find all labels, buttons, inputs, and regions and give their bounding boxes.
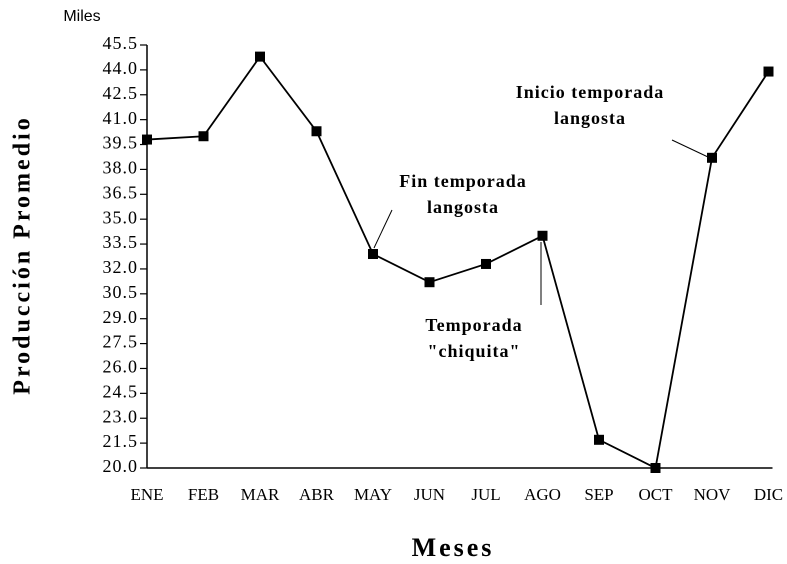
y-tick-label: 29.0 (103, 307, 139, 327)
y-tick-label: 30.5 (103, 282, 139, 302)
annotation-leader (373, 209, 393, 249)
data-marker (537, 230, 548, 241)
y-axis-label: Producción Promedio (10, 115, 36, 394)
data-marker (650, 463, 661, 473)
data-marker (481, 258, 491, 269)
annotation: Fin temporada (399, 171, 527, 191)
y-tick-label: 36.5 (103, 182, 139, 202)
data-marker (707, 152, 717, 163)
x-tick-label: AGO (524, 485, 561, 504)
annotation: "chiquita" (427, 341, 520, 361)
y-tick-label: 24.5 (103, 381, 139, 401)
annotation: langosta (427, 197, 499, 217)
x-tick-label: NOV (694, 485, 732, 504)
y-unit: Miles (63, 8, 100, 25)
x-tick-label: JUL (471, 485, 500, 504)
data-marker (424, 277, 435, 288)
data-line (146, 55, 770, 470)
y-tick-label: 42.5 (103, 83, 139, 103)
annotation: Inicio temporada (516, 82, 665, 102)
y-tick-label: 26.0 (103, 357, 139, 377)
y-tick-label: 23.0 (103, 406, 139, 426)
data-marker (142, 134, 152, 145)
y-tick-label: 45.5 (103, 33, 139, 53)
x-tick-label: OCT (639, 485, 674, 504)
data-marker (198, 131, 209, 142)
data-marker (594, 434, 604, 445)
y-tick-label: 44.0 (103, 58, 139, 78)
data-marker (368, 249, 378, 260)
x-tick-label: MAY (354, 485, 392, 504)
y-tick-label: 41.0 (103, 108, 139, 128)
y-tick-label: 35.0 (103, 207, 139, 227)
y-tick-label: 27.5 (103, 332, 139, 352)
y-tick-label: 39.5 (103, 133, 139, 153)
annotation-leader (671, 139, 709, 158)
x-axis-label: Meses (412, 533, 495, 562)
x-tick-label: JUN (414, 485, 445, 504)
y-tick-label: 20.0 (103, 456, 139, 476)
x-tick-label: FEB (188, 485, 219, 504)
annotation: langosta (554, 108, 626, 128)
y-tick-label: 21.5 (103, 431, 139, 451)
y-tick-label: 32.0 (103, 257, 139, 277)
x-tick-label: ABR (299, 485, 335, 504)
data-marker (763, 66, 774, 77)
x-tick-label: DIC (754, 485, 783, 504)
y-tick-label: 33.5 (103, 232, 139, 252)
x-tick-label: SEP (584, 485, 613, 504)
x-tick-label: ENE (130, 485, 163, 504)
data-marker (311, 126, 322, 137)
x-tick-label: MAR (241, 485, 280, 504)
data-marker (255, 51, 265, 62)
annotation: Temporada (425, 315, 522, 335)
y-tick-label: 38.0 (103, 158, 139, 178)
